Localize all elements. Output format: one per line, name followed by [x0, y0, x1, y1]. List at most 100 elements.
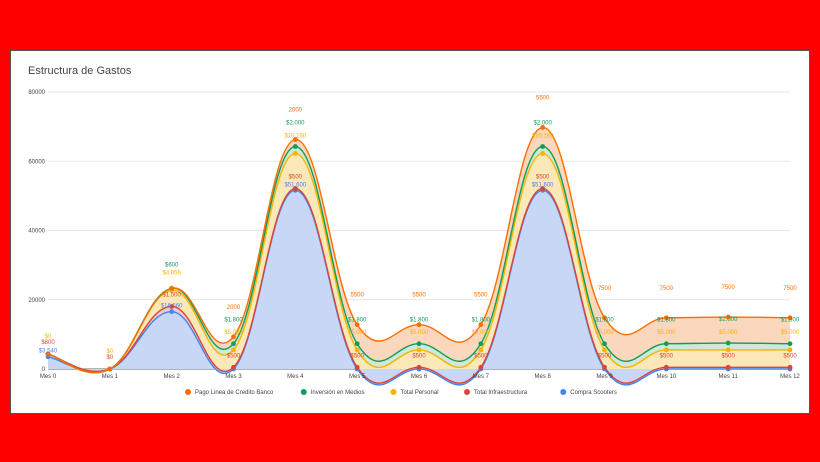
data-point[interactable]	[725, 364, 731, 370]
data-point[interactable]	[787, 315, 793, 321]
data-point[interactable]	[787, 364, 793, 370]
data-point[interactable]	[292, 151, 298, 156]
data-label: $5.000	[348, 330, 367, 336]
x-tick-label: Mes 4	[287, 374, 304, 380]
data-label: $500	[783, 353, 797, 359]
data-label: $2.000	[286, 120, 305, 126]
data-label: $5.000	[595, 330, 614, 336]
data-label: 5500	[350, 293, 364, 299]
data-point[interactable]	[663, 347, 669, 353]
data-point[interactable]	[416, 322, 422, 328]
data-point[interactable]	[292, 144, 298, 149]
legend-label: Compra Scooters	[570, 390, 617, 396]
data-label: $500	[536, 175, 550, 181]
data-point[interactable]	[231, 341, 236, 347]
data-point[interactable]	[231, 364, 236, 370]
data-point[interactable]	[725, 347, 731, 353]
x-tick-label: Mes 7	[473, 374, 490, 380]
data-point[interactable]	[478, 364, 484, 370]
data-point[interactable]	[354, 341, 360, 347]
data-point[interactable]	[540, 151, 546, 156]
data-point[interactable]	[725, 340, 731, 346]
data-point[interactable]	[169, 285, 175, 291]
y-tick-label: 40000	[28, 229, 45, 235]
data-label: $2.000	[719, 317, 738, 323]
series-line-pago-linea-de-credito-banco	[47, 126, 791, 374]
data-point[interactable]	[663, 364, 669, 370]
data-point[interactable]	[602, 341, 607, 347]
data-point[interactable]	[231, 347, 236, 353]
data-label: $0	[45, 334, 52, 340]
y-tick-label: 80000	[28, 90, 45, 96]
data-label: $3.540	[39, 349, 58, 355]
legend-marker	[185, 389, 191, 395]
legend-label: Pago Linea de Credito Banco	[195, 390, 274, 396]
data-point[interactable]	[169, 309, 175, 315]
data-label: $500	[474, 353, 488, 359]
x-tick-label: Mes 6	[411, 374, 428, 380]
data-label: $10.160	[532, 133, 554, 139]
data-label: $500	[412, 353, 426, 359]
data-point[interactable]	[292, 186, 298, 192]
data-label: $10.160	[284, 133, 306, 139]
data-point[interactable]	[540, 125, 546, 130]
data-label: $4.656	[162, 270, 181, 276]
data-point[interactable]	[540, 186, 546, 192]
area-compra-scooters	[48, 190, 790, 385]
y-tick-label: 60000	[28, 159, 45, 165]
data-point[interactable]	[416, 347, 422, 353]
data-point[interactable]	[416, 364, 422, 370]
data-point[interactable]	[478, 341, 484, 347]
data-point[interactable]	[478, 347, 484, 353]
data-point[interactable]	[787, 347, 793, 353]
legend-label: Total Infraestructura	[474, 390, 528, 396]
data-label: $1.500	[162, 292, 181, 298]
area-chart: 0 20000 40000 60000 80000 $3.540 $16.560 $51.60…	[28, 90, 800, 396]
data-point[interactable]	[725, 314, 731, 320]
data-label: $5.000	[657, 330, 676, 336]
data-label: $1.800	[657, 318, 676, 324]
data-label: $800	[41, 340, 55, 346]
chart-title: Estructura de Gastos	[28, 65, 132, 77]
data-point[interactable]	[540, 144, 546, 149]
chart-card: Estructura de Gastos 0 20000 40000 60000 800…	[10, 50, 810, 414]
data-point[interactable]	[602, 315, 607, 321]
data-label: $1.800	[224, 318, 243, 324]
x-tick-label: Mes 10	[656, 374, 676, 380]
data-label: 7500	[721, 285, 735, 291]
legend-label: Total Personal	[401, 390, 439, 396]
data-point[interactable]	[354, 347, 360, 353]
data-label: 7500	[598, 286, 612, 292]
data-label: $1.800	[410, 318, 429, 324]
data-point[interactable]	[663, 315, 669, 321]
data-point[interactable]	[602, 364, 607, 370]
data-point[interactable]	[231, 334, 236, 340]
data-label: $1.800	[781, 318, 800, 324]
data-label: $500	[660, 353, 674, 359]
y-tick-label: 0	[42, 367, 46, 373]
legend-marker	[464, 389, 470, 395]
x-tick-label: Mes 9	[596, 374, 613, 380]
data-point[interactable]	[416, 341, 422, 347]
data-label: $500	[350, 353, 364, 359]
data-point[interactable]	[107, 366, 113, 372]
data-label: $5.000	[224, 330, 243, 336]
data-label: $1.800	[348, 318, 367, 324]
data-label: $1.800	[595, 318, 614, 324]
data-point[interactable]	[478, 322, 484, 328]
x-tick-label: Mes 8	[534, 374, 551, 380]
data-point[interactable]	[354, 322, 360, 328]
x-tick-label: Mes 3	[225, 374, 242, 380]
data-point[interactable]	[787, 341, 793, 347]
x-tick-label: Mes 12	[780, 374, 800, 380]
x-tick-label: Mes 5	[349, 374, 366, 380]
data-point[interactable]	[292, 137, 298, 142]
data-point[interactable]	[663, 341, 669, 347]
data-label: $5.000	[472, 330, 491, 336]
legend-marker	[390, 389, 397, 395]
data-point[interactable]	[602, 347, 607, 353]
data-point[interactable]	[354, 364, 360, 370]
y-tick-label: 20000	[28, 298, 45, 304]
data-point[interactable]	[169, 304, 175, 309]
data-point[interactable]	[45, 351, 51, 357]
